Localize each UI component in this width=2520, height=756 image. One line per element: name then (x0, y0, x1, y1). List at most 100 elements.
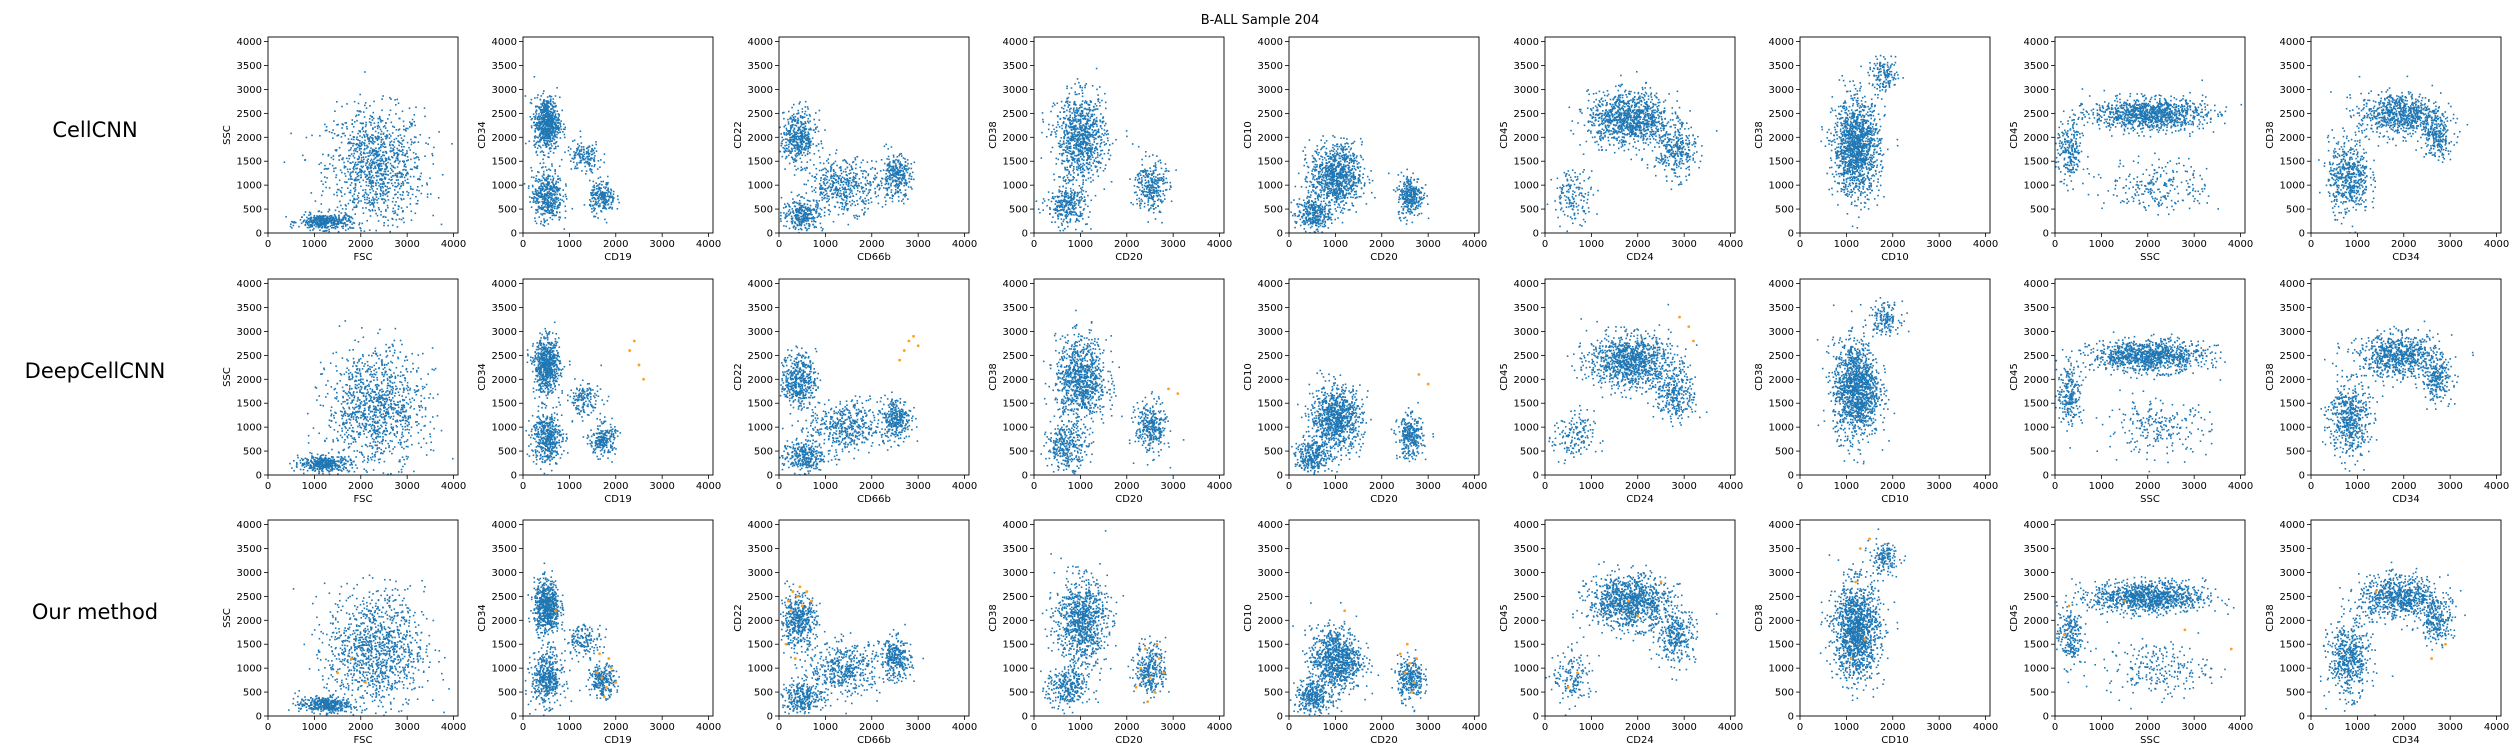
cell-point (538, 127, 540, 129)
cell-point (326, 219, 328, 222)
cell-point (338, 159, 340, 161)
cell-point (535, 193, 537, 195)
cell-point (808, 225, 810, 227)
cell-point (576, 147, 578, 150)
cell-point (805, 192, 808, 194)
cell-point (536, 199, 539, 201)
cell-point (544, 179, 547, 181)
cell-point (843, 195, 846, 197)
cell-point (375, 155, 378, 158)
cell-point (899, 153, 901, 155)
cell-point (604, 192, 607, 194)
cell-point (799, 152, 801, 155)
cell-point (380, 156, 383, 158)
cell-point (543, 141, 546, 144)
cell-point (862, 176, 864, 178)
cell-point (859, 196, 862, 198)
cell-point (597, 177, 600, 180)
cell-point (318, 219, 320, 222)
cell-point (598, 199, 600, 202)
cell-point (853, 177, 855, 179)
cell-point (547, 156, 549, 158)
cell-point (783, 117, 785, 120)
cell-point (1095, 105, 1098, 107)
cell-point (539, 180, 541, 182)
cell-point (548, 123, 551, 125)
cell-point (538, 207, 541, 210)
cell-point (549, 178, 552, 181)
cell-point (794, 147, 797, 150)
cell-point (543, 193, 546, 196)
cell-point (381, 119, 384, 122)
cell-point (545, 178, 548, 181)
cell-point (548, 106, 550, 108)
cell-point (792, 144, 795, 147)
cell-point (896, 156, 899, 158)
cell-point (378, 162, 381, 165)
cell-point (336, 191, 338, 194)
cell-point (832, 193, 835, 196)
cell-point (896, 166, 898, 169)
cell-point (840, 172, 843, 175)
cell-point (555, 186, 558, 188)
cell-point (341, 171, 343, 174)
cell-point (406, 190, 408, 193)
cell-point (551, 145, 553, 147)
cell-point (898, 182, 901, 184)
cell-point (612, 193, 615, 195)
cell-point (394, 173, 397, 175)
cell-point (394, 185, 396, 188)
cell-point (860, 161, 863, 164)
cell-point (1059, 176, 1061, 178)
cell-point (328, 230, 330, 233)
cell-point (1077, 109, 1080, 112)
cell-point (551, 104, 553, 106)
cell-point (819, 188, 821, 190)
cell-point (804, 206, 807, 208)
cell-point (836, 201, 839, 203)
cell-point (540, 128, 543, 130)
cell-point (557, 181, 559, 184)
cell-point (854, 158, 857, 161)
cell-point (346, 168, 349, 171)
cell-point (382, 151, 384, 154)
cell-point (791, 222, 793, 225)
cell-point (864, 183, 867, 185)
cell-point (546, 188, 548, 191)
cell-point (882, 169, 885, 171)
cell-point (838, 177, 841, 180)
cell-point (839, 174, 841, 177)
cell-point (1082, 159, 1085, 161)
cell-point (405, 127, 408, 130)
cell-point (1072, 169, 1074, 172)
cell-point (545, 100, 547, 102)
cell-point (808, 223, 810, 225)
cell-point (553, 205, 555, 208)
cell-point (827, 209, 830, 211)
y-tick-label: 2500 (748, 109, 773, 120)
cell-point (545, 198, 547, 200)
cell-point (821, 196, 823, 199)
cell-point (385, 159, 388, 161)
cell-point (789, 206, 791, 208)
cell-point (402, 174, 404, 176)
cell-point (809, 128, 812, 131)
cell-point (806, 217, 808, 220)
cell-point (377, 220, 380, 222)
cell-point (552, 130, 555, 133)
cell-point (848, 193, 851, 195)
cell-point (402, 149, 404, 151)
cell-point (828, 185, 830, 187)
cell-point (820, 142, 823, 145)
cell-point (362, 152, 365, 155)
cell-point (548, 183, 550, 185)
cell-point (804, 154, 807, 157)
cell-point (790, 215, 793, 218)
cell-point (1084, 150, 1086, 153)
cell-point (559, 202, 561, 204)
cell-point (800, 169, 802, 172)
cell-point (358, 181, 361, 184)
cell-point (603, 193, 606, 196)
cell-point (534, 220, 537, 222)
cell-point (344, 212, 347, 214)
